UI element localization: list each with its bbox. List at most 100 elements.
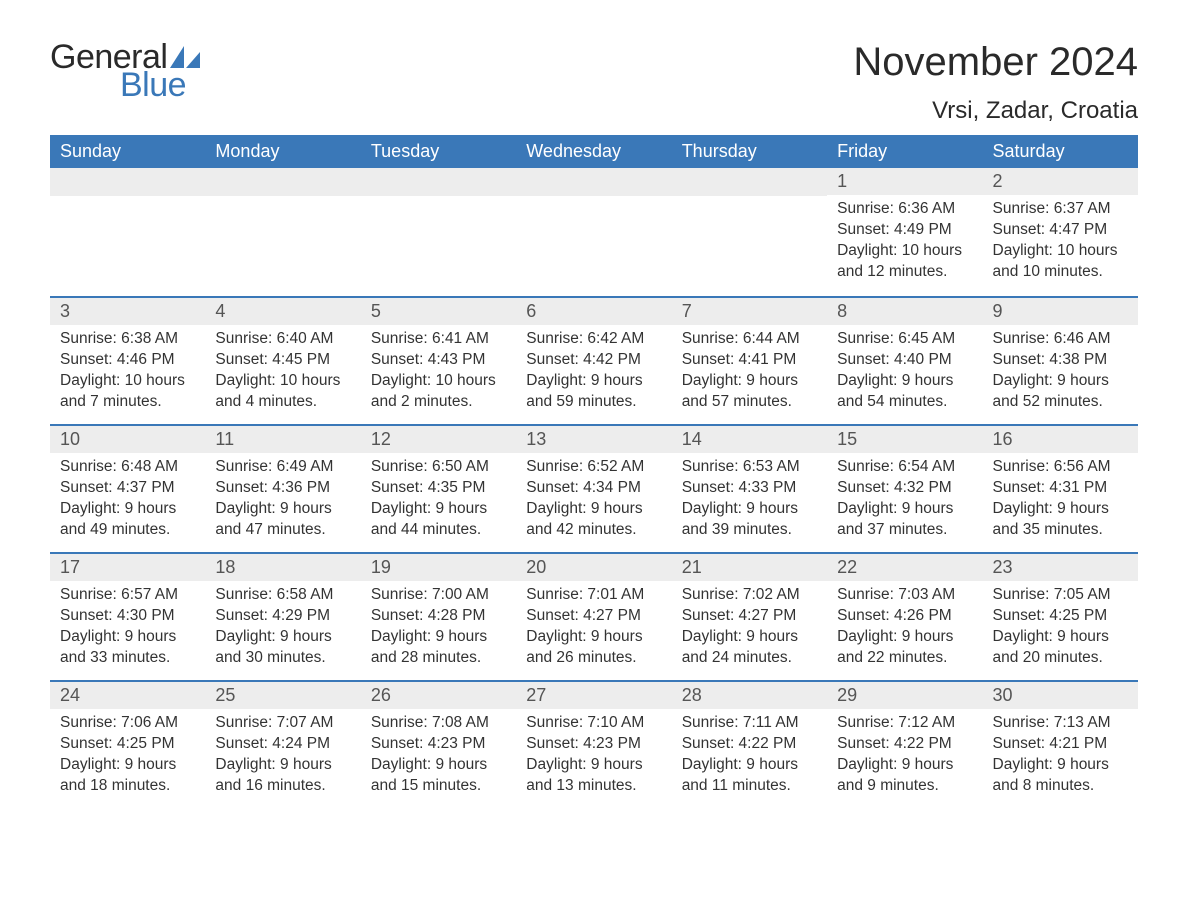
- day-content: Sunrise: 6:46 AMSunset: 4:38 PMDaylight:…: [983, 325, 1138, 423]
- day-number: 21: [672, 554, 827, 581]
- sunrise-text: Sunrise: 6:42 AM: [526, 329, 661, 350]
- day-cell: 29Sunrise: 7:12 AMSunset: 4:22 PMDayligh…: [827, 682, 982, 808]
- day-cell: 25Sunrise: 7:07 AMSunset: 4:24 PMDayligh…: [205, 682, 360, 808]
- sunset-text: Sunset: 4:41 PM: [682, 350, 817, 371]
- day-number: 26: [361, 682, 516, 709]
- day-number: 18: [205, 554, 360, 581]
- sunset-text: Sunset: 4:22 PM: [837, 734, 972, 755]
- sunset-text: Sunset: 4:32 PM: [837, 478, 972, 499]
- page-header: General Blue November 2024 Vrsi, Zadar, …: [50, 40, 1138, 125]
- daylight-text: Daylight: 9 hours and 39 minutes.: [682, 499, 817, 541]
- sunrise-text: Sunrise: 7:08 AM: [371, 713, 506, 734]
- sunset-text: Sunset: 4:43 PM: [371, 350, 506, 371]
- day-cell: 24Sunrise: 7:06 AMSunset: 4:25 PMDayligh…: [50, 682, 205, 808]
- sunrise-text: Sunrise: 7:05 AM: [993, 585, 1128, 606]
- sunset-text: Sunset: 4:49 PM: [837, 220, 972, 241]
- day-number: 8: [827, 298, 982, 325]
- day-number: 1: [827, 168, 982, 195]
- sunrise-text: Sunrise: 6:46 AM: [993, 329, 1128, 350]
- day-number: 29: [827, 682, 982, 709]
- sunset-text: Sunset: 4:30 PM: [60, 606, 195, 627]
- day-number: 7: [672, 298, 827, 325]
- sunset-text: Sunset: 4:33 PM: [682, 478, 817, 499]
- day-number: 20: [516, 554, 671, 581]
- day-content: Sunrise: 6:53 AMSunset: 4:33 PMDaylight:…: [672, 453, 827, 551]
- sunrise-text: Sunrise: 7:11 AM: [682, 713, 817, 734]
- empty-day-bar: [516, 168, 671, 196]
- month-title: November 2024: [853, 40, 1138, 85]
- day-cell: 28Sunrise: 7:11 AMSunset: 4:22 PMDayligh…: [672, 682, 827, 808]
- sunset-text: Sunset: 4:40 PM: [837, 350, 972, 371]
- sunrise-text: Sunrise: 7:07 AM: [215, 713, 350, 734]
- sunset-text: Sunset: 4:35 PM: [371, 478, 506, 499]
- sunrise-text: Sunrise: 6:45 AM: [837, 329, 972, 350]
- day-content: Sunrise: 6:48 AMSunset: 4:37 PMDaylight:…: [50, 453, 205, 551]
- daylight-text: Daylight: 9 hours and 13 minutes.: [526, 755, 661, 797]
- day-number: 12: [361, 426, 516, 453]
- day-content: Sunrise: 6:41 AMSunset: 4:43 PMDaylight:…: [361, 325, 516, 423]
- day-cell: 7Sunrise: 6:44 AMSunset: 4:41 PMDaylight…: [672, 298, 827, 424]
- day-number: 24: [50, 682, 205, 709]
- sunset-text: Sunset: 4:25 PM: [993, 606, 1128, 627]
- sunset-text: Sunset: 4:24 PM: [215, 734, 350, 755]
- day-content: Sunrise: 7:03 AMSunset: 4:26 PMDaylight:…: [827, 581, 982, 679]
- sunset-text: Sunset: 4:45 PM: [215, 350, 350, 371]
- empty-day-bar: [50, 168, 205, 196]
- day-content: Sunrise: 7:08 AMSunset: 4:23 PMDaylight:…: [361, 709, 516, 807]
- weekday-header: Thursday: [672, 135, 827, 168]
- sunrise-text: Sunrise: 6:54 AM: [837, 457, 972, 478]
- sunrise-text: Sunrise: 6:37 AM: [993, 199, 1128, 220]
- week-row: 10Sunrise: 6:48 AMSunset: 4:37 PMDayligh…: [50, 424, 1138, 552]
- sunrise-text: Sunrise: 7:00 AM: [371, 585, 506, 606]
- daylight-text: Daylight: 9 hours and 20 minutes.: [993, 627, 1128, 669]
- day-number: 3: [50, 298, 205, 325]
- day-number: 14: [672, 426, 827, 453]
- day-cell: 21Sunrise: 7:02 AMSunset: 4:27 PMDayligh…: [672, 554, 827, 680]
- sunrise-text: Sunrise: 6:44 AM: [682, 329, 817, 350]
- day-cell: 10Sunrise: 6:48 AMSunset: 4:37 PMDayligh…: [50, 426, 205, 552]
- day-cell: 2Sunrise: 6:37 AMSunset: 4:47 PMDaylight…: [983, 168, 1138, 296]
- sunrise-text: Sunrise: 6:50 AM: [371, 457, 506, 478]
- sunset-text: Sunset: 4:21 PM: [993, 734, 1128, 755]
- daylight-text: Daylight: 9 hours and 11 minutes.: [682, 755, 817, 797]
- day-number: 23: [983, 554, 1138, 581]
- day-content: Sunrise: 6:42 AMSunset: 4:42 PMDaylight:…: [516, 325, 671, 423]
- day-number: 4: [205, 298, 360, 325]
- daylight-text: Daylight: 9 hours and 26 minutes.: [526, 627, 661, 669]
- sunset-text: Sunset: 4:28 PM: [371, 606, 506, 627]
- day-cell: [205, 168, 360, 296]
- daylight-text: Daylight: 9 hours and 24 minutes.: [682, 627, 817, 669]
- daylight-text: Daylight: 9 hours and 22 minutes.: [837, 627, 972, 669]
- sunset-text: Sunset: 4:22 PM: [682, 734, 817, 755]
- sunset-text: Sunset: 4:26 PM: [837, 606, 972, 627]
- day-content: Sunrise: 6:44 AMSunset: 4:41 PMDaylight:…: [672, 325, 827, 423]
- day-cell: 1Sunrise: 6:36 AMSunset: 4:49 PMDaylight…: [827, 168, 982, 296]
- day-number: 16: [983, 426, 1138, 453]
- day-number: 22: [827, 554, 982, 581]
- sunrise-text: Sunrise: 6:40 AM: [215, 329, 350, 350]
- weekday-header: Saturday: [983, 135, 1138, 168]
- empty-day-bar: [361, 168, 516, 196]
- daylight-text: Daylight: 9 hours and 47 minutes.: [215, 499, 350, 541]
- calendar-grid: Sunday Monday Tuesday Wednesday Thursday…: [50, 135, 1138, 808]
- sunrise-text: Sunrise: 7:12 AM: [837, 713, 972, 734]
- location-text: Vrsi, Zadar, Croatia: [853, 97, 1138, 125]
- day-number: 6: [516, 298, 671, 325]
- sunrise-text: Sunrise: 7:06 AM: [60, 713, 195, 734]
- day-cell: 27Sunrise: 7:10 AMSunset: 4:23 PMDayligh…: [516, 682, 671, 808]
- day-content: Sunrise: 7:06 AMSunset: 4:25 PMDaylight:…: [50, 709, 205, 807]
- sunset-text: Sunset: 4:42 PM: [526, 350, 661, 371]
- daylight-text: Daylight: 9 hours and 49 minutes.: [60, 499, 195, 541]
- day-content: Sunrise: 6:45 AMSunset: 4:40 PMDaylight:…: [827, 325, 982, 423]
- sunset-text: Sunset: 4:47 PM: [993, 220, 1128, 241]
- daylight-text: Daylight: 9 hours and 57 minutes.: [682, 371, 817, 413]
- daylight-text: Daylight: 10 hours and 10 minutes.: [993, 241, 1128, 283]
- title-block: November 2024 Vrsi, Zadar, Croatia: [853, 40, 1138, 125]
- sunset-text: Sunset: 4:31 PM: [993, 478, 1128, 499]
- day-cell: 15Sunrise: 6:54 AMSunset: 4:32 PMDayligh…: [827, 426, 982, 552]
- day-content: Sunrise: 7:07 AMSunset: 4:24 PMDaylight:…: [205, 709, 360, 807]
- sunrise-text: Sunrise: 6:58 AM: [215, 585, 350, 606]
- sunset-text: Sunset: 4:37 PM: [60, 478, 195, 499]
- empty-day-bar: [672, 168, 827, 196]
- sunrise-text: Sunrise: 7:01 AM: [526, 585, 661, 606]
